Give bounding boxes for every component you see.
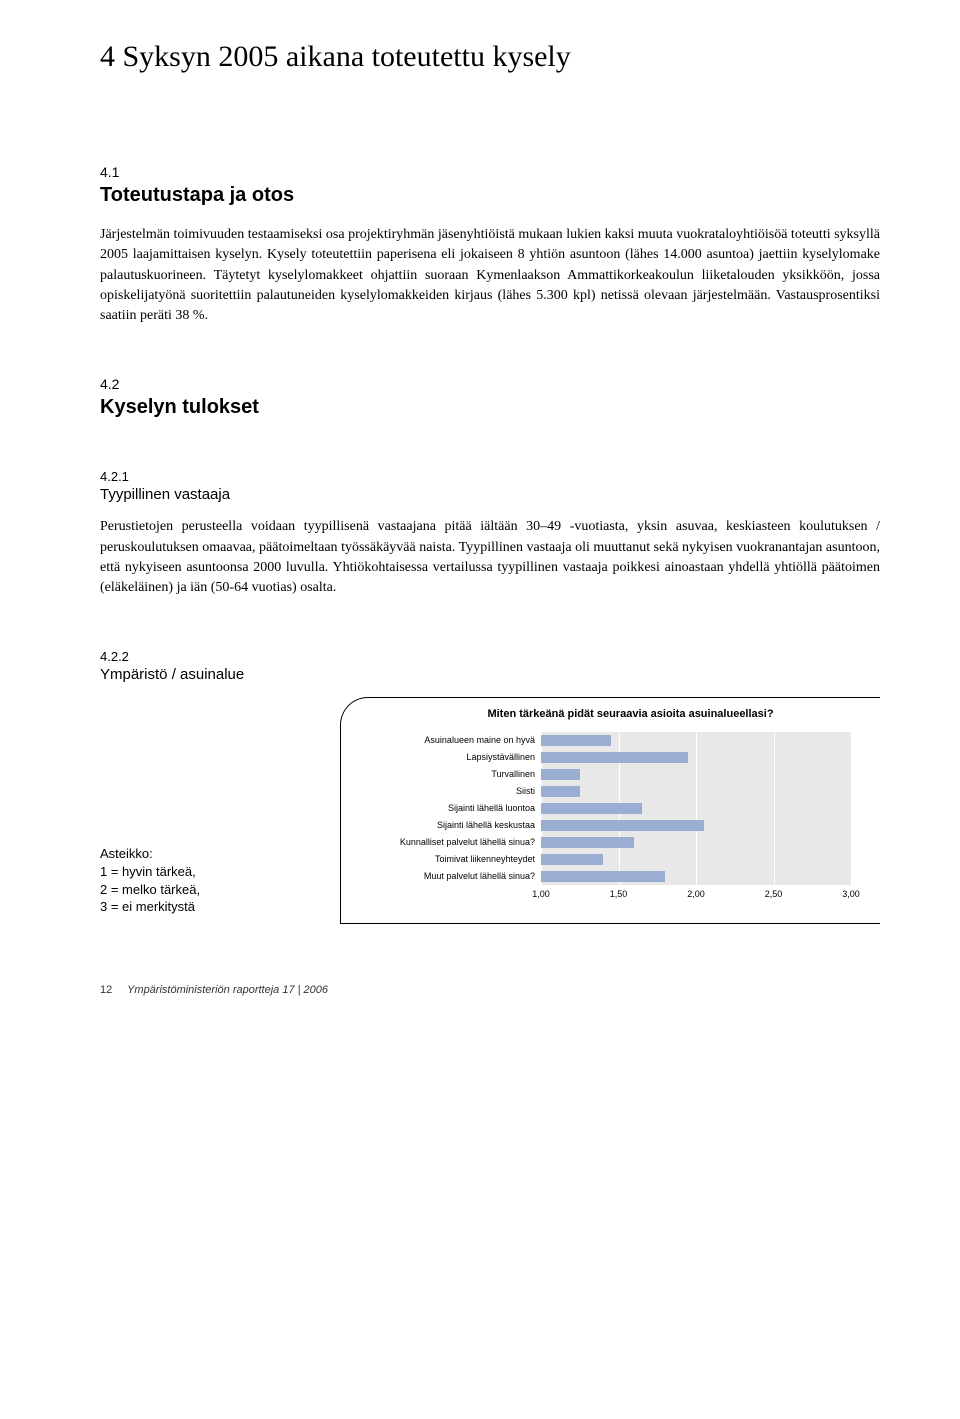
chart-bar — [541, 752, 688, 763]
chart-bar — [541, 735, 611, 746]
chart-bar — [541, 786, 580, 797]
legend-line: 2 = melko tärkeä, — [100, 881, 230, 899]
chart-y-labels: Asuinalueen maine on hyväLapsiystävällin… — [381, 732, 541, 885]
chart-bar — [541, 769, 580, 780]
chart-x-axis: 1,001,502,002,503,00 — [541, 889, 851, 903]
section-4-1: 4.1 Toteutustapa ja otos Järjestelmän to… — [100, 164, 880, 326]
chart-bar — [541, 854, 603, 865]
subsection-title: Tyypillinen vastaaja — [100, 486, 880, 503]
chart-legend: Asteikko: 1 = hyvin tärkeä, 2 = melko tä… — [100, 845, 230, 915]
chart-bar — [541, 871, 665, 882]
chart-x-tick: 1,50 — [610, 889, 628, 899]
chart-plot-area — [541, 732, 851, 885]
chart-y-label: Asuinalueen maine on hyvä — [381, 732, 535, 749]
chart-y-label: Siisti — [381, 783, 535, 800]
chart-y-label: Turvallinen — [381, 766, 535, 783]
chart-y-label: Muut palvelut lähellä sinua? — [381, 868, 535, 885]
chart-bar — [541, 803, 642, 814]
section-4-2-2: 4.2.2 Ympäristö / asuinalue Miten tärkeä… — [100, 649, 880, 924]
subsection-body: Perustietojen perusteella voidaan tyypil… — [100, 517, 880, 598]
section-4-2-1: 4.2.1 Tyypillinen vastaaja Perustietojen… — [100, 469, 880, 598]
subsection-number: 4.2.1 — [100, 469, 880, 484]
chart-gridline — [851, 732, 852, 885]
chart-x-tick: 2,00 — [687, 889, 705, 899]
legend-line: 3 = ei merkitystä — [100, 898, 230, 916]
chart-y-label: Sijainti lähellä luontoa — [381, 800, 535, 817]
chart-frame: Miten tärkeänä pidät seuraavia asioita a… — [340, 697, 880, 924]
section-body: Järjestelmän toimivuuden testaamiseksi o… — [100, 225, 880, 326]
chart-bar — [541, 837, 634, 848]
chart-y-label: Toimivat liikenneyhteydet — [381, 851, 535, 868]
section-number: 4.2 — [100, 376, 880, 392]
publication-name: Ympäristöministeriön raportteja 17 | 200… — [127, 984, 328, 996]
section-4-2: 4.2 Kyselyn tulokset — [100, 376, 880, 419]
chart-x-tick: 3,00 — [842, 889, 860, 899]
page-footer: 12 Ympäristöministeriön raportteja 17 | … — [100, 984, 880, 996]
chart-title: Miten tärkeänä pidät seuraavia asioita a… — [381, 708, 880, 720]
legend-title: Asteikko: — [100, 845, 230, 863]
page-number: 12 — [100, 984, 124, 996]
chart-container: Miten tärkeänä pidät seuraavia asioita a… — [100, 697, 880, 924]
chart-x-tick: 1,00 — [532, 889, 550, 899]
section-number: 4.1 — [100, 164, 880, 180]
chart-y-label: Lapsiystävällinen — [381, 749, 535, 766]
chart-y-label: Kunnalliset palvelut lähellä sinua? — [381, 834, 535, 851]
subsection-title: Ympäristö / asuinalue — [100, 666, 880, 683]
chart-y-label: Sijainti lähellä keskustaa — [381, 817, 535, 834]
subsection-number: 4.2.2 — [100, 649, 880, 664]
section-title: Kyselyn tulokset — [100, 396, 880, 419]
chart-bar — [541, 820, 704, 831]
chart-gridline — [774, 732, 775, 885]
chart-x-tick: 2,50 — [765, 889, 783, 899]
section-title: Toteutustapa ja otos — [100, 184, 880, 207]
legend-line: 1 = hyvin tärkeä, — [100, 863, 230, 881]
page-title: 4 Syksyn 2005 aikana toteutettu kysely — [100, 40, 880, 74]
chart-gridline — [696, 732, 697, 885]
